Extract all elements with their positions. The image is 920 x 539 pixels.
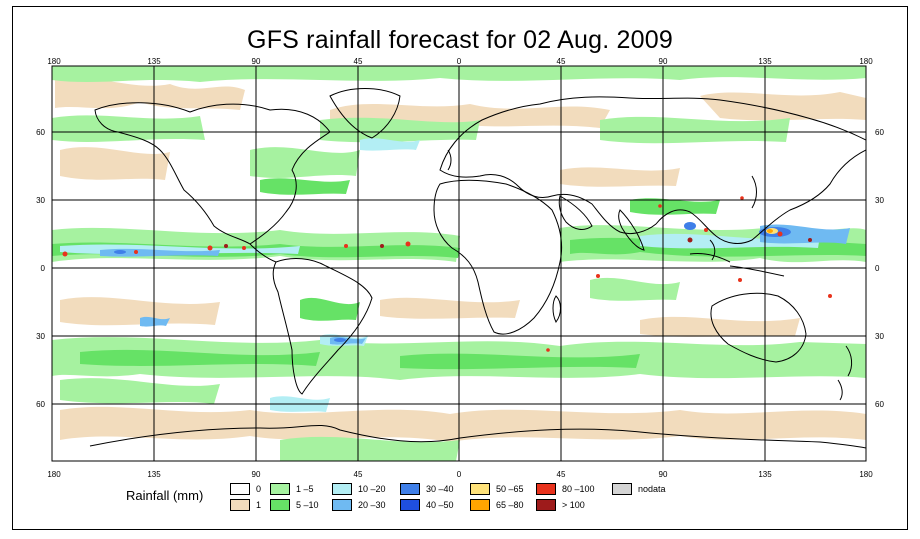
legend-label: 50 –65 — [496, 484, 524, 494]
legend-swatch — [332, 499, 352, 511]
legend-label: > 100 — [562, 500, 585, 510]
legend-label: nodata — [638, 484, 666, 494]
legend-label: 40 –50 — [426, 500, 454, 510]
lat-label: 30 — [36, 196, 45, 205]
map-border — [51, 65, 867, 462]
lon-label: 45 — [557, 470, 566, 479]
lon-label: 90 — [252, 470, 261, 479]
legend-swatch — [470, 499, 490, 511]
legend-label: 80 –100 — [562, 484, 595, 494]
lon-label: 45 — [354, 470, 363, 479]
lon-label: 180 — [859, 470, 873, 479]
lat-label: 0 — [875, 264, 880, 273]
lat-label: 30 — [875, 196, 884, 205]
lon-label: 135 — [758, 57, 772, 66]
lat-label: 60 — [36, 400, 45, 409]
rainfall-legend: Rainfall (mm) 0 1 1 –5 5 –10 10 –20 20 –… — [126, 483, 686, 519]
lat-label: 30 — [875, 332, 884, 341]
legend-label: 30 –40 — [426, 484, 454, 494]
lon-label: 180 — [47, 470, 61, 479]
legend-swatch — [400, 483, 420, 495]
lon-label: 90 — [659, 57, 668, 66]
lat-labels-right: 60 30 0 30 60 — [875, 128, 884, 409]
lat-label: 60 — [875, 400, 884, 409]
lon-label: 135 — [758, 470, 772, 479]
legend-label: 5 –10 — [296, 500, 319, 510]
lon-label: 135 — [147, 57, 161, 66]
legend-label: 1 –5 — [296, 484, 314, 494]
lat-label: 60 — [36, 128, 45, 137]
legend-label: 10 –20 — [358, 484, 386, 494]
graticule — [52, 66, 866, 461]
rain-50-80mm-areas — [766, 228, 778, 234]
legend-swatch — [230, 499, 250, 511]
lat-label: 30 — [36, 332, 45, 341]
legend-swatch — [270, 499, 290, 511]
lon-label: 0 — [457, 57, 462, 66]
lat-labels-left: 60 30 0 30 60 — [36, 128, 45, 409]
legend-swatch — [612, 483, 632, 495]
legend-swatch — [536, 499, 556, 511]
legend-swatch — [536, 483, 556, 495]
figure-title: GFS rainfall forecast for 02 Aug. 2009 — [247, 26, 673, 54]
lon-label: 180 — [859, 57, 873, 66]
legend-label: 65 –80 — [496, 500, 524, 510]
legend-label: 20 –30 — [358, 500, 386, 510]
legend-swatch — [400, 499, 420, 511]
figure-frame — [12, 6, 908, 530]
lon-labels-top: 180 135 90 45 0 45 90 135 180 — [47, 57, 873, 66]
rain-1mm-areas — [55, 77, 866, 442]
lon-label: 0 — [457, 470, 462, 479]
legend-swatch — [230, 483, 250, 495]
lon-label: 90 — [659, 470, 668, 479]
lon-label: 180 — [47, 57, 61, 66]
lat-label: 60 — [875, 128, 884, 137]
lon-label: 135 — [147, 470, 161, 479]
lon-labels-bottom: 180 135 90 45 0 45 90 135 180 — [47, 470, 873, 479]
legend-swatch — [270, 483, 290, 495]
lon-label: 45 — [354, 57, 363, 66]
rainfall-field — [52, 66, 866, 461]
legend-swatch — [470, 483, 490, 495]
legend-label: 1 — [256, 500, 262, 510]
legend-swatch — [332, 483, 352, 495]
lat-label: 0 — [41, 264, 46, 273]
rain-80plus-areas — [62, 196, 832, 352]
lon-label: 45 — [557, 57, 566, 66]
legend-label: 0 — [256, 484, 262, 494]
legend-title: Rainfall (mm) — [126, 488, 204, 503]
lon-label: 90 — [252, 57, 261, 66]
